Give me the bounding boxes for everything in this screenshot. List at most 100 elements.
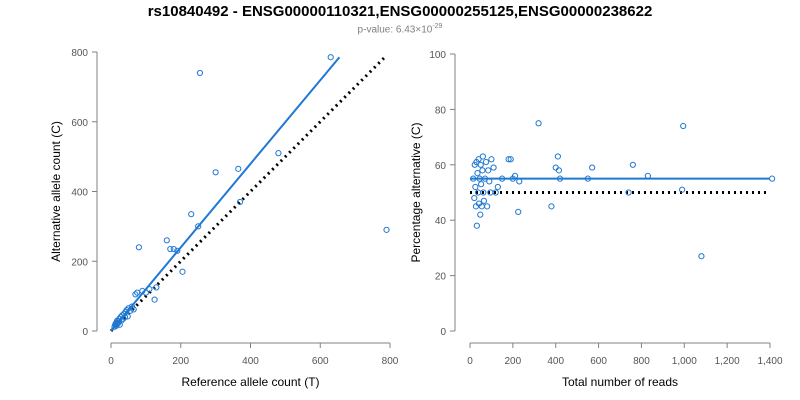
- percentage-alternative-scatter-panel: 0 200 400 600 800 1,000 1,200 1,400 0 20 40 60 80 100…: [409, 50, 783, 389]
- data-point: [486, 178, 493, 185]
- data-point: [196, 69, 204, 77]
- p-value-text: p-value: 6.43×10: [357, 24, 433, 36]
- data-point: [482, 158, 490, 166]
- y-axis-title: Percentage alternative (C): [409, 122, 423, 262]
- data-point: [123, 306, 130, 314]
- data-point: [170, 245, 177, 253]
- data-point: [235, 165, 242, 172]
- x-tick-label: 0: [467, 356, 473, 367]
- data-point: [134, 289, 141, 296]
- y-tick-label: 800: [71, 48, 88, 59]
- x-tick-label: 200: [172, 356, 189, 367]
- data-point: [552, 164, 559, 171]
- data-point: [484, 203, 491, 210]
- data-point: [474, 170, 481, 177]
- p-value-exponent: -29: [432, 23, 443, 30]
- y-tick-label: 80: [435, 105, 447, 116]
- data-point: [212, 169, 219, 176]
- data-point: [132, 291, 139, 298]
- data-point: [625, 189, 632, 196]
- data-point: [490, 164, 497, 171]
- y-tick-label: 100: [429, 50, 446, 61]
- data-point: [383, 226, 390, 233]
- x-axis-title: Reference allele count (T): [181, 375, 319, 389]
- data-point: [535, 120, 542, 127]
- data-point: [195, 223, 202, 230]
- y-axis-title: Alternative allele count (C): [49, 121, 63, 262]
- data-point: [475, 156, 482, 163]
- data-point: [473, 222, 480, 229]
- data-point: [479, 153, 486, 160]
- data-point: [146, 286, 153, 293]
- chart-subtitle: p-value: 6.43×10-29: [0, 23, 800, 35]
- data-point: [327, 54, 334, 61]
- x-tick-label: 600: [312, 356, 329, 367]
- data-point: [188, 211, 195, 218]
- y-tick-label: 60: [435, 161, 447, 172]
- data-point: [584, 175, 591, 182]
- data-point: [679, 186, 686, 193]
- data-point: [511, 172, 519, 179]
- data-point: [555, 167, 563, 174]
- y-tick-label: 400: [71, 188, 88, 199]
- y-tick-label: 600: [71, 118, 88, 129]
- data-point: [163, 237, 170, 244]
- data-point: [477, 161, 484, 168]
- data-point: [477, 211, 484, 218]
- data-point: [494, 183, 501, 191]
- x-tick-label: 1,200: [715, 356, 740, 367]
- x-tick-label: 800: [633, 356, 650, 367]
- data-point: [629, 161, 636, 168]
- data-point: [589, 164, 596, 171]
- data-point: [507, 156, 514, 163]
- data-point: [142, 289, 149, 296]
- y-tick-label: 40: [435, 216, 447, 227]
- data-point: [130, 306, 137, 313]
- data-point: [515, 208, 522, 215]
- data-point: [644, 172, 651, 179]
- data-point: [480, 189, 487, 196]
- data-point: [236, 198, 244, 206]
- data-point: [174, 247, 181, 254]
- x-tick-label: 1,000: [672, 356, 697, 367]
- y-tick-label: 20: [435, 272, 447, 283]
- data-point: [470, 175, 477, 182]
- data-point: [151, 296, 158, 303]
- x-axis-title: Total number of reads: [562, 375, 678, 389]
- x-tick-label: 800: [382, 356, 399, 367]
- data-point: [480, 197, 488, 204]
- data-point: [139, 287, 146, 294]
- data-point: [479, 167, 486, 174]
- data-point: [167, 245, 174, 253]
- data-point: [680, 122, 687, 130]
- data-point: [179, 268, 186, 275]
- x-tick-label: 200: [505, 356, 522, 367]
- data-point: [505, 156, 512, 163]
- data-point: [472, 183, 479, 191]
- fit-line: [110, 56, 341, 332]
- data-point: [554, 153, 561, 160]
- data-point: [153, 284, 160, 291]
- x-tick-label: 1,400: [757, 356, 782, 367]
- data-point: [499, 175, 506, 182]
- data-point: [488, 156, 495, 163]
- x-tick-label: 400: [547, 356, 564, 367]
- y-tick-label: 0: [440, 327, 446, 338]
- data-point: [492, 189, 499, 196]
- data-point: [769, 175, 776, 182]
- data-point: [516, 178, 523, 185]
- data-point: [124, 313, 131, 320]
- y-tick-label: 0: [82, 327, 88, 338]
- x-tick-label: 0: [108, 356, 114, 367]
- data-point: [135, 244, 142, 251]
- expected-ratio-line: [109, 54, 388, 333]
- allele-count-scatter-panel: 0 200 400 600 800 0 200 400 600 800 Reference alle…: [49, 48, 399, 389]
- data-point: [556, 175, 564, 182]
- data-point: [478, 181, 485, 188]
- data-point: [471, 194, 478, 202]
- data-point: [275, 150, 282, 157]
- y-tick-label: 200: [71, 257, 88, 268]
- data-point: [698, 253, 705, 260]
- chart-title: rs10840492 - ENSG00000110321,ENSG0000025…: [147, 3, 653, 20]
